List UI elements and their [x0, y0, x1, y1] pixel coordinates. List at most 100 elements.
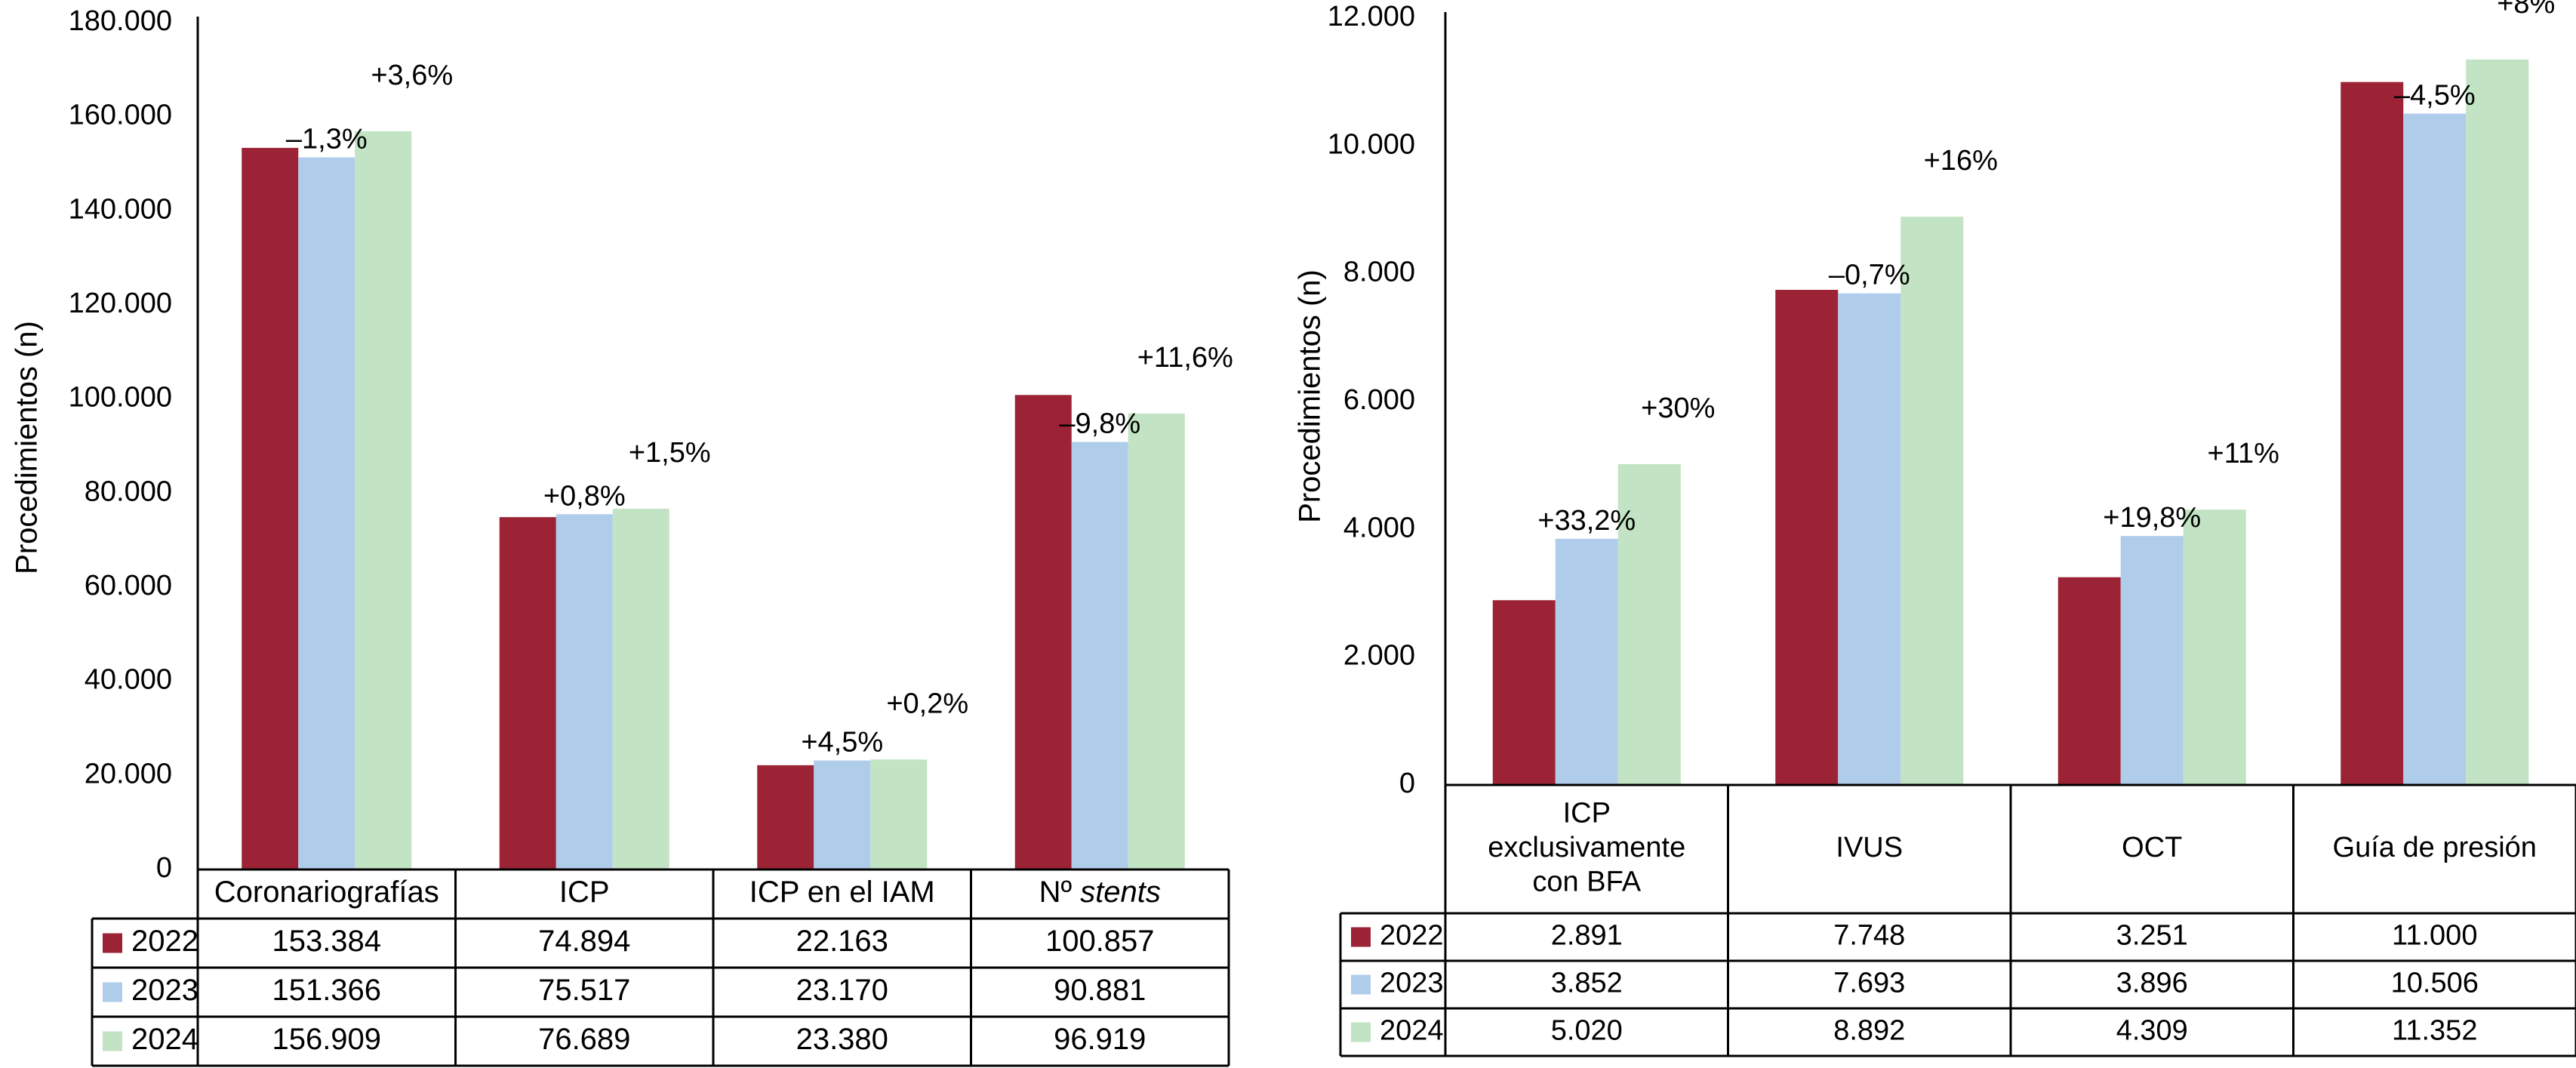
bar-2024-1	[612, 508, 669, 869]
chart-left: Procedimientos (n) 0 20.000 40.000 60.000 80.…	[11, 5, 1233, 1067]
table-value: 90.881	[1054, 974, 1146, 1007]
bar-2023-2	[814, 760, 871, 869]
category-label-italic: stents	[1080, 876, 1161, 909]
y-axis-label: Procedimientos (n)	[1294, 269, 1327, 523]
table-value: 7.748	[1833, 920, 1905, 952]
y-tick-label: 140.000	[69, 193, 172, 225]
bar-2024-0	[1617, 463, 1681, 785]
legend-label: 2024	[131, 1023, 199, 1056]
bar-2024-2	[2183, 509, 2246, 785]
bar-2023-0	[1555, 538, 1618, 785]
y-tick-label: 60.000	[85, 570, 172, 602]
table-value: 11.352	[2392, 1015, 2477, 1047]
change-label: +19,8%	[2103, 502, 2201, 534]
bar-2023-1	[1838, 293, 1901, 786]
bar-2023-1	[556, 514, 613, 869]
bar-2022-2	[2057, 577, 2121, 785]
bar-2024-3	[2466, 59, 2529, 785]
change-label: +0,8%	[543, 480, 626, 512]
data-table: Coronariografías ICP ICP en el IAM Nº stent…	[91, 868, 1230, 1067]
category-label: OCT	[2122, 832, 2182, 863]
y-tick-label: 8.000	[1343, 257, 1415, 288]
legend-label: 2024	[1380, 1015, 1444, 1047]
data-table: ICP exclusivamente con BFA IVUS OCT Guía de p…	[1339, 783, 2576, 1057]
bar-2022-3	[2341, 82, 2404, 785]
category-label: Guía de presión	[2333, 832, 2537, 863]
bar-2023-2	[2120, 536, 2184, 785]
category-label-line: con BFA	[1532, 866, 1641, 898]
table-value: 7.693	[1833, 968, 1905, 999]
table-value: 2.891	[1551, 920, 1623, 952]
y-tick-label: 160.000	[69, 100, 172, 131]
legend-swatch-2024	[1351, 1022, 1371, 1042]
change-label: +4,5%	[801, 727, 883, 759]
legend-swatch-2023	[103, 982, 122, 1002]
table-value: 4.309	[2116, 1015, 2188, 1047]
bar-2022-1	[499, 517, 556, 869]
y-tick-label: 0	[156, 852, 172, 884]
table-value: 75.517	[538, 974, 630, 1007]
table-value: 153.384	[272, 925, 381, 958]
y-tick-label: 10.000	[1328, 128, 1415, 160]
legend-swatch-2024	[103, 1031, 122, 1051]
table-value: 10.506	[2391, 968, 2479, 999]
bar-2023-3	[1071, 442, 1128, 869]
bar-2024-2	[870, 759, 928, 869]
table-value: 96.919	[1054, 1023, 1146, 1056]
bar-2023-0	[298, 157, 355, 870]
y-tick-label: 6.000	[1343, 384, 1415, 416]
table-value: 156.909	[272, 1023, 381, 1056]
legend-label: 2023	[1380, 968, 1444, 999]
category-label-line: ICP	[1563, 797, 1611, 829]
y-axis-label: Procedimientos (n)	[11, 321, 44, 574]
table-value: 23.170	[796, 974, 888, 1007]
table-value: 74.894	[538, 925, 630, 958]
legend-label: 2022	[1380, 920, 1444, 952]
legend-swatch-2022	[103, 933, 122, 953]
bar-2024-3	[1128, 413, 1185, 869]
table-value: 5.020	[1551, 1015, 1623, 1047]
bar-2024-1	[1900, 217, 1964, 785]
category-label-line: exclusivamente	[1488, 832, 1685, 863]
legend-label: 2023	[131, 974, 199, 1007]
category-label-line: OCT	[2122, 832, 2182, 863]
change-label: –1,3%	[286, 123, 368, 155]
y-tick-label: 120.000	[69, 288, 172, 319]
bar-2023-3	[2403, 113, 2467, 785]
table-value: 23.380	[796, 1023, 888, 1056]
table-value: 76.689	[538, 1023, 630, 1056]
category-label-line: ICP en el IAM	[749, 876, 935, 909]
table-value: 3.896	[2116, 968, 2188, 999]
category-label-line: IVUS	[1836, 832, 1903, 863]
y-tick-label: 4.000	[1343, 512, 1415, 543]
legend-swatch-2022	[1351, 927, 1371, 947]
table-value: 8.892	[1833, 1015, 1905, 1047]
chart-right: Procedimientos (n) 0 2.000 4.000 6.000 8.000 1…	[1294, 0, 2576, 1057]
y-tick-label: 80.000	[85, 476, 172, 507]
category-label-line: Coronariografías	[214, 876, 439, 909]
category-label: IVUS	[1836, 832, 1903, 863]
table-value: 11.000	[2392, 920, 2477, 952]
bar-2022-0	[1492, 600, 1556, 785]
table-value: 151.366	[272, 974, 381, 1007]
change-label: –9,8%	[1059, 408, 1140, 440]
change-label: –0,7%	[1829, 260, 1910, 291]
bar-2022-2	[757, 765, 814, 869]
table-value: 100.857	[1045, 925, 1155, 958]
bar-2022-0	[242, 147, 299, 870]
legend-swatch-2023	[1351, 974, 1371, 995]
y-tick-label: 2.000	[1343, 640, 1415, 672]
table-value: 3.251	[2116, 920, 2188, 952]
change-label: +33,2%	[1537, 505, 1636, 537]
change-label: +11,6%	[1137, 342, 1233, 374]
category-label-line: Guía de presión	[2333, 832, 2537, 863]
change-label: +16%	[1924, 145, 1998, 177]
change-label: +0,2%	[886, 688, 968, 719]
table-value: 3.852	[1551, 968, 1623, 999]
change-label: +8%	[2497, 0, 2555, 20]
category-label: ICP exclusivamente con BFA	[1488, 797, 1685, 897]
y-tick-label: 100.000	[69, 382, 172, 414]
change-label: +1,5%	[629, 437, 711, 469]
category-label-line: Nº stents	[1039, 876, 1161, 909]
